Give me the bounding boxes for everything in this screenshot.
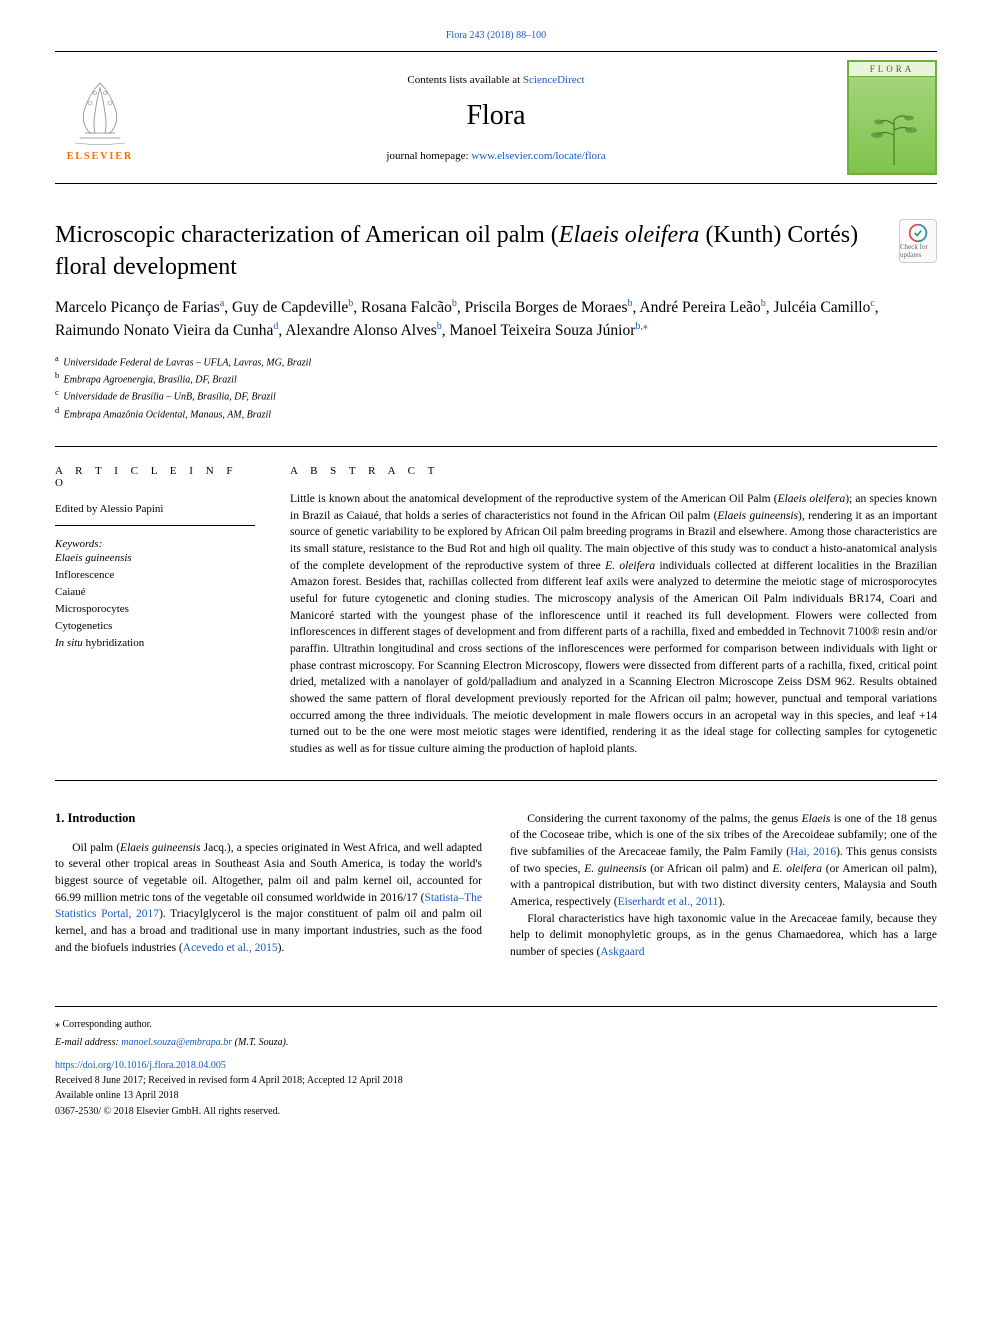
journal-header: ELSEVIER Contents lists available at Sci…	[55, 51, 937, 184]
keywords-label: Keywords:	[55, 538, 255, 550]
keywords-list: Elaeis guineensisInflorescenceCaiauéMicr…	[55, 550, 255, 652]
crossmark-icon	[908, 223, 928, 243]
abstract-label: A B S T R A C T	[290, 465, 937, 477]
available-online: Available online 13 April 2018	[55, 1088, 937, 1103]
journal-homepage-line: journal homepage: www.elsevier.com/locat…	[145, 150, 847, 162]
journal-cover-thumbnail[interactable]: FLORA	[847, 60, 937, 175]
copyright-line: 0367-2530/ © 2018 Elsevier GmbH. All rig…	[55, 1104, 937, 1119]
intro-heading: 1. Introduction	[55, 811, 482, 826]
cover-title: FLORA	[849, 62, 935, 77]
abstract-section: A B S T R A C T Little is known about th…	[290, 465, 937, 758]
affiliations: a Universidade Federal de Lavras – UFLA,…	[55, 353, 937, 422]
elsevier-wordmark: ELSEVIER	[67, 151, 134, 162]
footer: ⁎ Corresponding author. E-mail address: …	[55, 1006, 937, 1119]
article-info-label: A R T I C L E I N F O	[55, 465, 255, 489]
abstract-text: Little is known about the anatomical dev…	[290, 491, 937, 758]
author-list: Marcelo Picanço de Fariasa, Guy de Capde…	[55, 296, 937, 343]
journal-reference[interactable]: Flora 243 (2018) 88–100	[55, 30, 937, 41]
intro-left-column: Oil palm (Elaeis guineensis Jacq.), a sp…	[55, 840, 482, 957]
corresponding-email-link[interactable]: manoel.souza@embrapa.br	[121, 1037, 232, 1048]
elsevier-tree-icon	[65, 73, 135, 148]
introduction-section: 1. Introduction Oil palm (Elaeis guineen…	[55, 811, 937, 961]
edited-by: Edited by Alessio Papini	[55, 503, 255, 526]
sciencedirect-link[interactable]: ScienceDirect	[523, 74, 585, 86]
article-title: Microscopic characterization of American…	[55, 219, 884, 284]
corresponding-email-line: E-mail address: manoel.souza@embrapa.br …	[55, 1035, 937, 1050]
corresponding-author-note: ⁎ Corresponding author.	[55, 1017, 937, 1032]
article-info-sidebar: A R T I C L E I N F O Edited by Alessio …	[55, 465, 255, 758]
crossmark-label: Check for updates	[900, 243, 936, 259]
intro-right-column: Considering the current taxonomy of the …	[510, 811, 937, 961]
doi-link[interactable]: https://doi.org/10.1016/j.flora.2018.04.…	[55, 1060, 226, 1071]
received-dates: Received 8 June 2017; Received in revise…	[55, 1073, 937, 1088]
journal-name: Flora	[145, 100, 847, 132]
crossmark-badge[interactable]: Check for updates	[899, 219, 937, 263]
elsevier-logo[interactable]: ELSEVIER	[55, 63, 145, 173]
contents-available-line: Contents lists available at ScienceDirec…	[145, 74, 847, 86]
journal-homepage-link[interactable]: www.elsevier.com/locate/flora	[471, 150, 605, 162]
cover-plant-icon	[849, 80, 939, 175]
